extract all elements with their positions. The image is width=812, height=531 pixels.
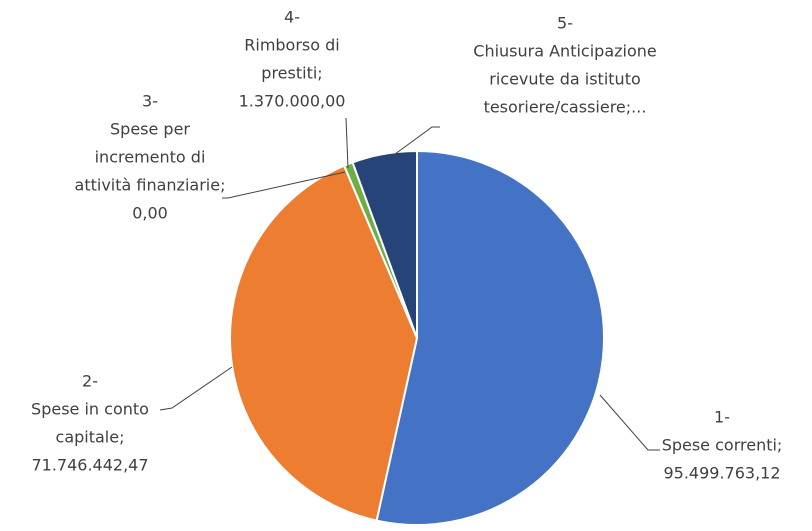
data-label: capitale; [56, 428, 125, 447]
data-label: 1- [714, 408, 730, 427]
data-label: attività finanziarie; [75, 176, 226, 195]
data-label: Spese per [110, 120, 190, 139]
data-label: 4- [284, 8, 300, 27]
pie-slice [375, 149, 605, 526]
leader-line [386, 126, 440, 161]
pie-slice [229, 164, 419, 522]
data-label-value: 95.499.763,12 [663, 464, 780, 483]
data-label: 5- [557, 14, 573, 33]
leader-line [222, 171, 346, 199]
data-label: Chiusura Anticipazione [473, 42, 656, 61]
leader-line [599, 394, 660, 451]
data-label: Rimborso di [244, 36, 339, 55]
data-label: 3- [142, 92, 158, 111]
data-label-value: 71.746.442,47 [31, 456, 148, 475]
leader-line [159, 366, 233, 411]
pie-slice [351, 149, 418, 339]
leader-line [345, 117, 349, 169]
data-label: Spese in conto [31, 400, 149, 419]
data-label-value: 0,00 [132, 204, 168, 223]
data-label: incremento di [95, 148, 206, 167]
data-label: prestiti; [261, 64, 322, 83]
data-label: Spese correnti; [662, 436, 783, 455]
data-label: tesoriere/cassiere;... [484, 98, 647, 117]
data-label: ricevute da istituto [489, 70, 641, 89]
data-label-value: 1.370.000,00 [239, 92, 346, 111]
data-label: 2- [82, 372, 98, 391]
